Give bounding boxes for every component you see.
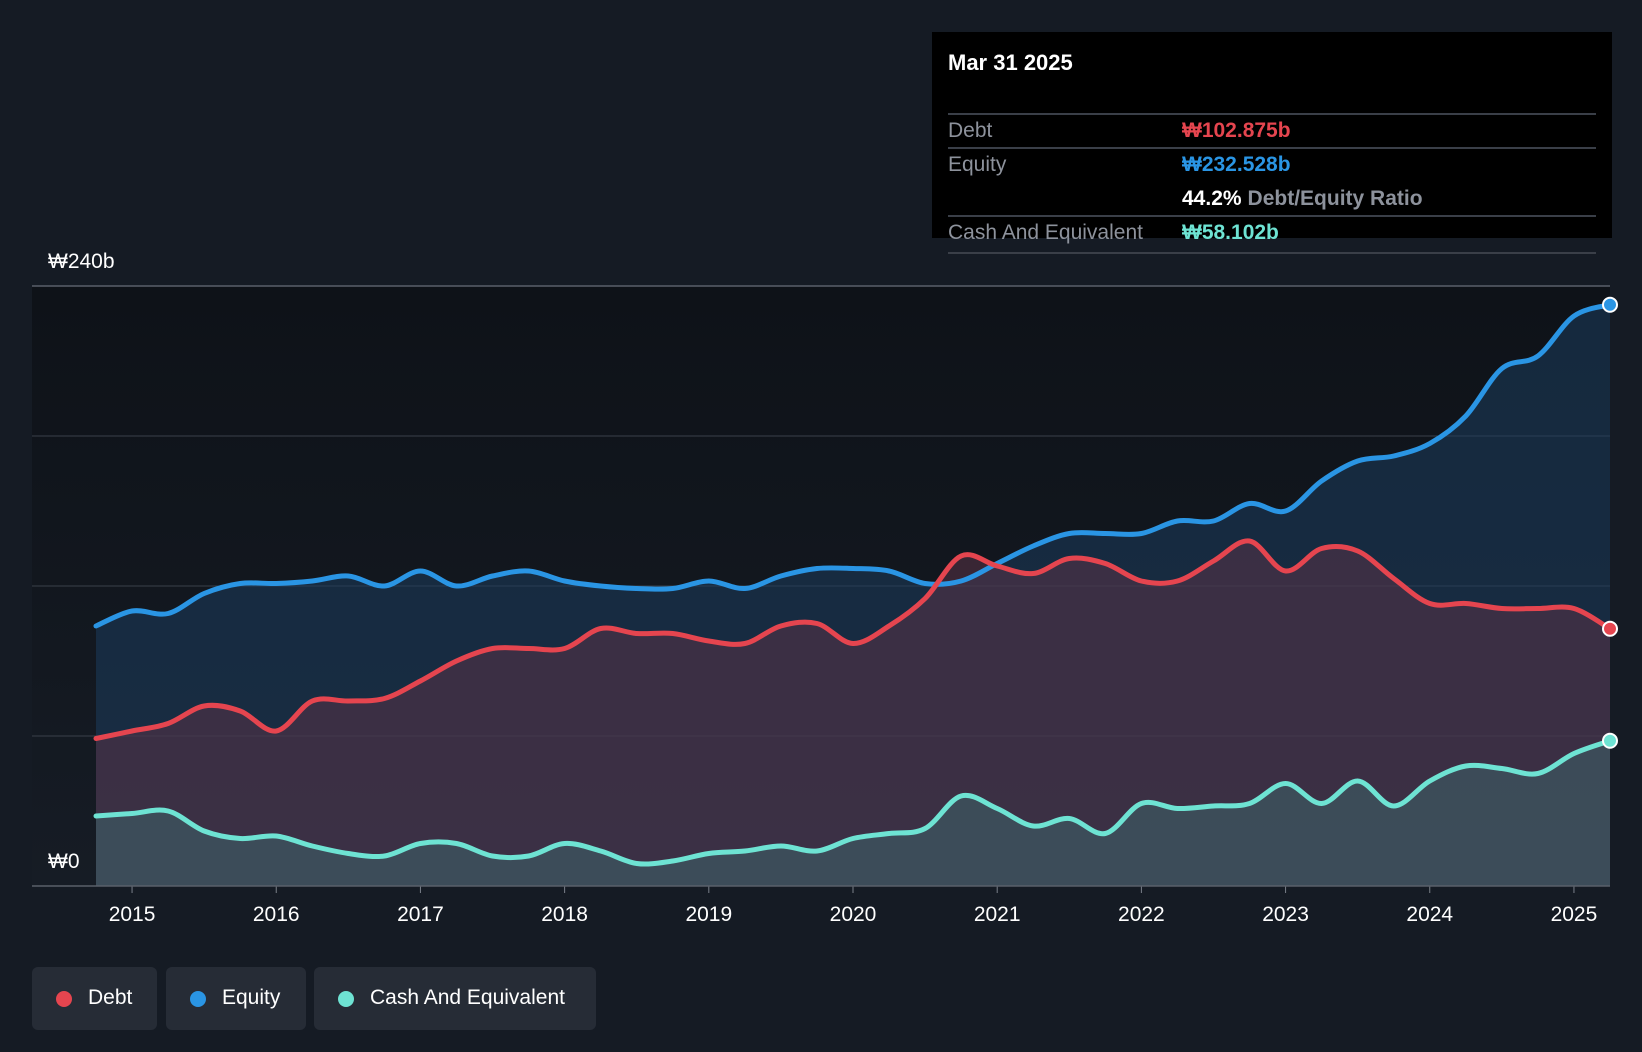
tooltip-ratio-row: 44.2% Debt/Equity Ratio: [948, 182, 1596, 216]
chart-tooltip: Mar 31 2025 Debt ₩102.875b Equity ₩232.5…: [932, 32, 1612, 254]
x-tick-label: 2022: [1118, 903, 1165, 926]
cash-area: [96, 740, 1610, 886]
debt-area: [96, 540, 1610, 886]
debt-legend-dot-icon: [56, 991, 72, 1007]
tooltip-equity-label: Equity: [948, 153, 1007, 176]
y-axis-zero-label: ₩0: [48, 850, 80, 873]
x-tick-label: 2021: [974, 903, 1021, 926]
cash-legend-dot-icon: [338, 991, 354, 1007]
tooltip-divider: [948, 113, 1596, 115]
debt-end-marker: [1602, 620, 1618, 637]
equity-end-marker: [1602, 296, 1618, 313]
tooltip-cash-value: ₩58.102b: [1182, 221, 1279, 244]
equity-line: [93, 302, 1613, 629]
tooltip-date: Mar 31 2025: [948, 50, 1073, 75]
tooltip-debt-label: Debt: [948, 119, 993, 142]
tooltip-ratio-value: 44.2%: [1182, 187, 1242, 210]
legend-cash-label: Cash And Equivalent: [370, 986, 565, 1009]
tooltip-cash-row: Cash And Equivalent ₩58.102b: [948, 216, 1596, 250]
x-tick-label: 2018: [541, 903, 588, 926]
tooltip-equity-row: Equity ₩232.528b: [948, 148, 1596, 182]
cash-line: [93, 738, 1613, 867]
tooltip-divider: [948, 147, 1596, 149]
x-tick-label: 2015: [109, 903, 156, 926]
cash-end-marker: [1602, 732, 1618, 749]
tooltip-equity-value: ₩232.528b: [1182, 153, 1291, 176]
tooltip-ratio: 44.2% Debt/Equity Ratio: [1182, 187, 1423, 211]
tooltip-cash-label: Cash And Equivalent: [948, 221, 1143, 244]
tooltip-ratio-label: Debt/Equity Ratio: [1247, 187, 1423, 210]
legend-item-equity[interactable]: Equity: [166, 967, 306, 1030]
tooltip-divider: [948, 252, 1596, 254]
y-axis-top-label: ₩240b: [48, 250, 115, 273]
x-tick-label: 2024: [1406, 903, 1453, 926]
tooltip-debt-row: Debt ₩102.875b: [948, 114, 1596, 148]
x-tick-label: 2016: [253, 903, 300, 926]
legend-equity-label: Equity: [222, 986, 281, 1009]
x-tick-label: 2025: [1551, 903, 1598, 926]
debt-line: [93, 538, 1613, 741]
x-tick-label: 2023: [1262, 903, 1309, 926]
x-tick-label: 2019: [685, 903, 732, 926]
x-tick-label: 2020: [830, 903, 877, 926]
tooltip-debt-value: ₩102.875b: [1182, 119, 1291, 142]
legend-item-debt[interactable]: Debt: [32, 967, 157, 1030]
legend-debt-label: Debt: [88, 986, 133, 1009]
x-tick-label: 2017: [397, 903, 444, 926]
legend-item-cash[interactable]: Cash And Equivalent: [314, 967, 596, 1030]
tooltip-divider: [948, 215, 1596, 217]
equity-legend-dot-icon: [190, 991, 206, 1007]
